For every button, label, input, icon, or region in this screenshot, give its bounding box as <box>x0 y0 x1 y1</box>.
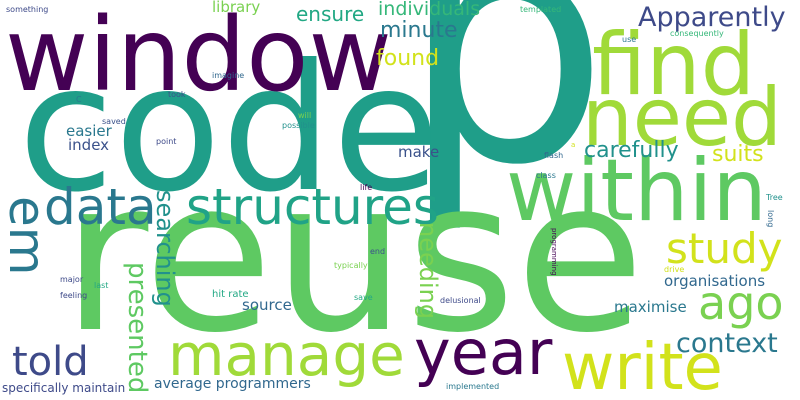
word: index <box>68 136 110 154</box>
word: major <box>60 275 84 284</box>
word: code <box>18 28 441 231</box>
word: programming <box>550 228 558 276</box>
word: flash <box>544 151 564 160</box>
word: window <box>5 0 392 115</box>
word: context <box>676 328 778 359</box>
word: need <box>582 71 782 164</box>
word: searching <box>151 190 179 307</box>
word: consequently <box>670 29 724 38</box>
word: organisations <box>664 272 766 290</box>
word: needing <box>414 222 442 320</box>
word: Apparently <box>638 2 786 33</box>
word: year <box>414 316 553 389</box>
word: saved <box>102 117 126 126</box>
word: something <box>6 5 49 14</box>
word: told <box>12 339 89 385</box>
word: found <box>376 46 440 71</box>
word: presented <box>122 262 152 394</box>
word: ago <box>698 276 784 330</box>
word: specifically maintain <box>2 381 126 395</box>
word: reuse <box>62 134 645 379</box>
word: library <box>212 0 261 16</box>
word: class <box>536 171 556 180</box>
word: possible <box>282 121 315 130</box>
word: long <box>766 210 775 228</box>
word: a <box>571 141 576 149</box>
word: suits <box>712 142 764 167</box>
word: make <box>398 143 440 161</box>
word: will <box>298 111 312 120</box>
word: source <box>242 296 292 314</box>
word: use <box>622 35 637 44</box>
word: feeling <box>60 291 88 300</box>
word: hit rate <box>212 289 249 300</box>
word: typically <box>334 261 368 270</box>
word: Tree <box>766 193 783 202</box>
word: write <box>562 331 723 400</box>
word: individuals <box>378 0 481 20</box>
word: delusional <box>440 296 481 305</box>
word: drive <box>664 265 685 274</box>
word: minute <box>380 18 458 43</box>
word: structures <box>186 178 439 236</box>
word: implemented <box>446 382 500 391</box>
word: point <box>156 137 177 146</box>
word: average programmers <box>154 376 311 392</box>
word: em <box>0 196 56 276</box>
word: end <box>370 247 386 256</box>
word: manage <box>168 321 405 389</box>
word: find <box>592 15 756 115</box>
word: within <box>506 141 767 241</box>
word: save <box>354 293 373 302</box>
word: ensure <box>296 2 365 26</box>
word: life <box>360 183 373 192</box>
word: last <box>94 281 109 290</box>
word: maximise <box>614 298 687 316</box>
word: p <box>400 0 610 237</box>
word: imagine <box>212 71 245 80</box>
word: carefully <box>584 138 679 163</box>
word: templated <box>520 5 562 14</box>
word: C <box>76 95 82 104</box>
word: took <box>168 90 186 99</box>
word: data <box>44 178 157 236</box>
word: study <box>666 224 783 273</box>
word: easier <box>66 122 112 140</box>
